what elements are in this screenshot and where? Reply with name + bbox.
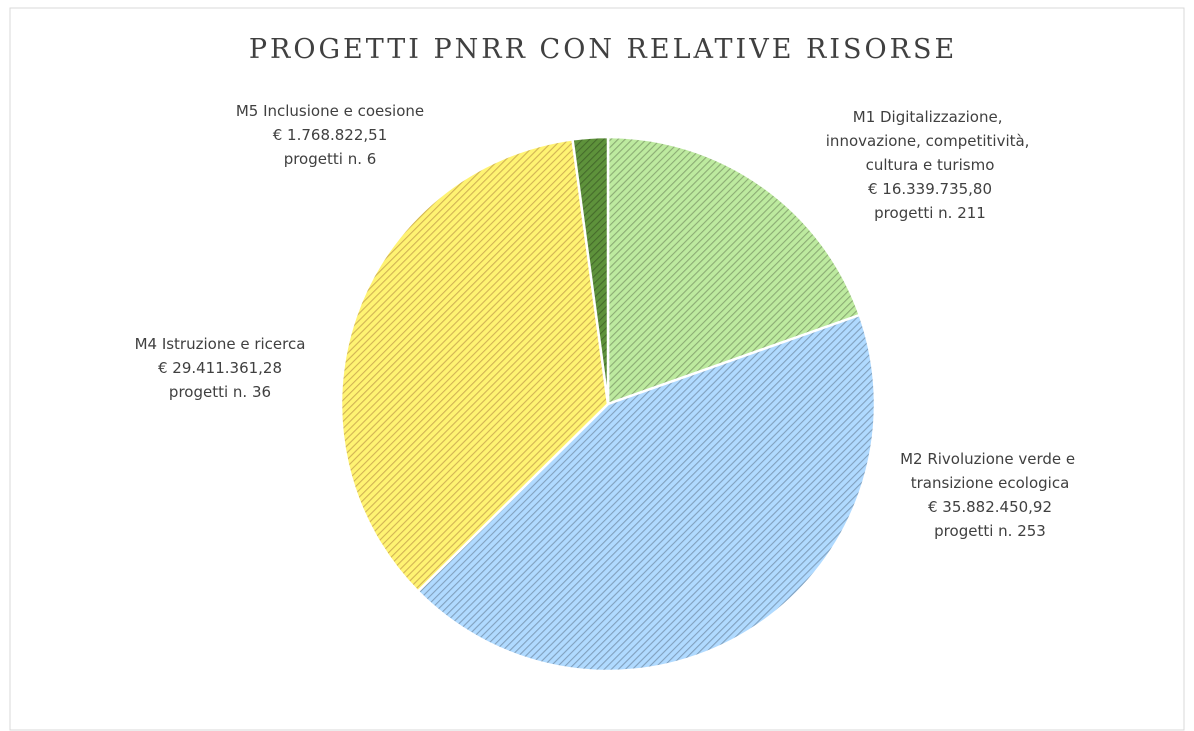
project-count-label: progetti n. 6 — [284, 150, 377, 168]
project-count-prefix: progetti n. — [169, 383, 247, 401]
project-count-prefix: progetti n. — [874, 204, 952, 222]
project-count: 253 — [1017, 522, 1046, 540]
project-count: 6 — [367, 150, 377, 168]
project-count: 36 — [252, 383, 271, 401]
project-count-prefix: progetti n. — [934, 522, 1012, 540]
value-label: € 35.882.450,92 — [928, 498, 1052, 516]
project-count: 211 — [957, 204, 986, 222]
project-count-prefix: progetti n. — [284, 150, 362, 168]
pie-slice — [416, 313, 877, 673]
category-label: M1 Digitalizzazione, innovazione, compet… — [826, 108, 1034, 174]
value-label: € 29.411.361,28 — [158, 359, 282, 377]
value-label: € 1.768.822,51 — [273, 126, 388, 144]
project-count-label: progetti n. 36 — [169, 383, 271, 401]
project-count-label: progetti n. 211 — [874, 204, 986, 222]
pie-slice — [571, 135, 610, 405]
pie-slice — [339, 137, 610, 594]
category-label: M4 Istruzione e ricerca — [135, 335, 306, 353]
project-count-label: progetti n. 253 — [934, 522, 1046, 540]
chart-title: PROGETTI PNRR CON RELATIVE RISORSE — [249, 34, 957, 65]
value-label: € 16.339.735,80 — [868, 180, 992, 198]
category-label: M5 Inclusione e coesione — [236, 102, 424, 120]
category-label: M2 Rivoluzione verde e transizione ecolo… — [900, 450, 1080, 492]
